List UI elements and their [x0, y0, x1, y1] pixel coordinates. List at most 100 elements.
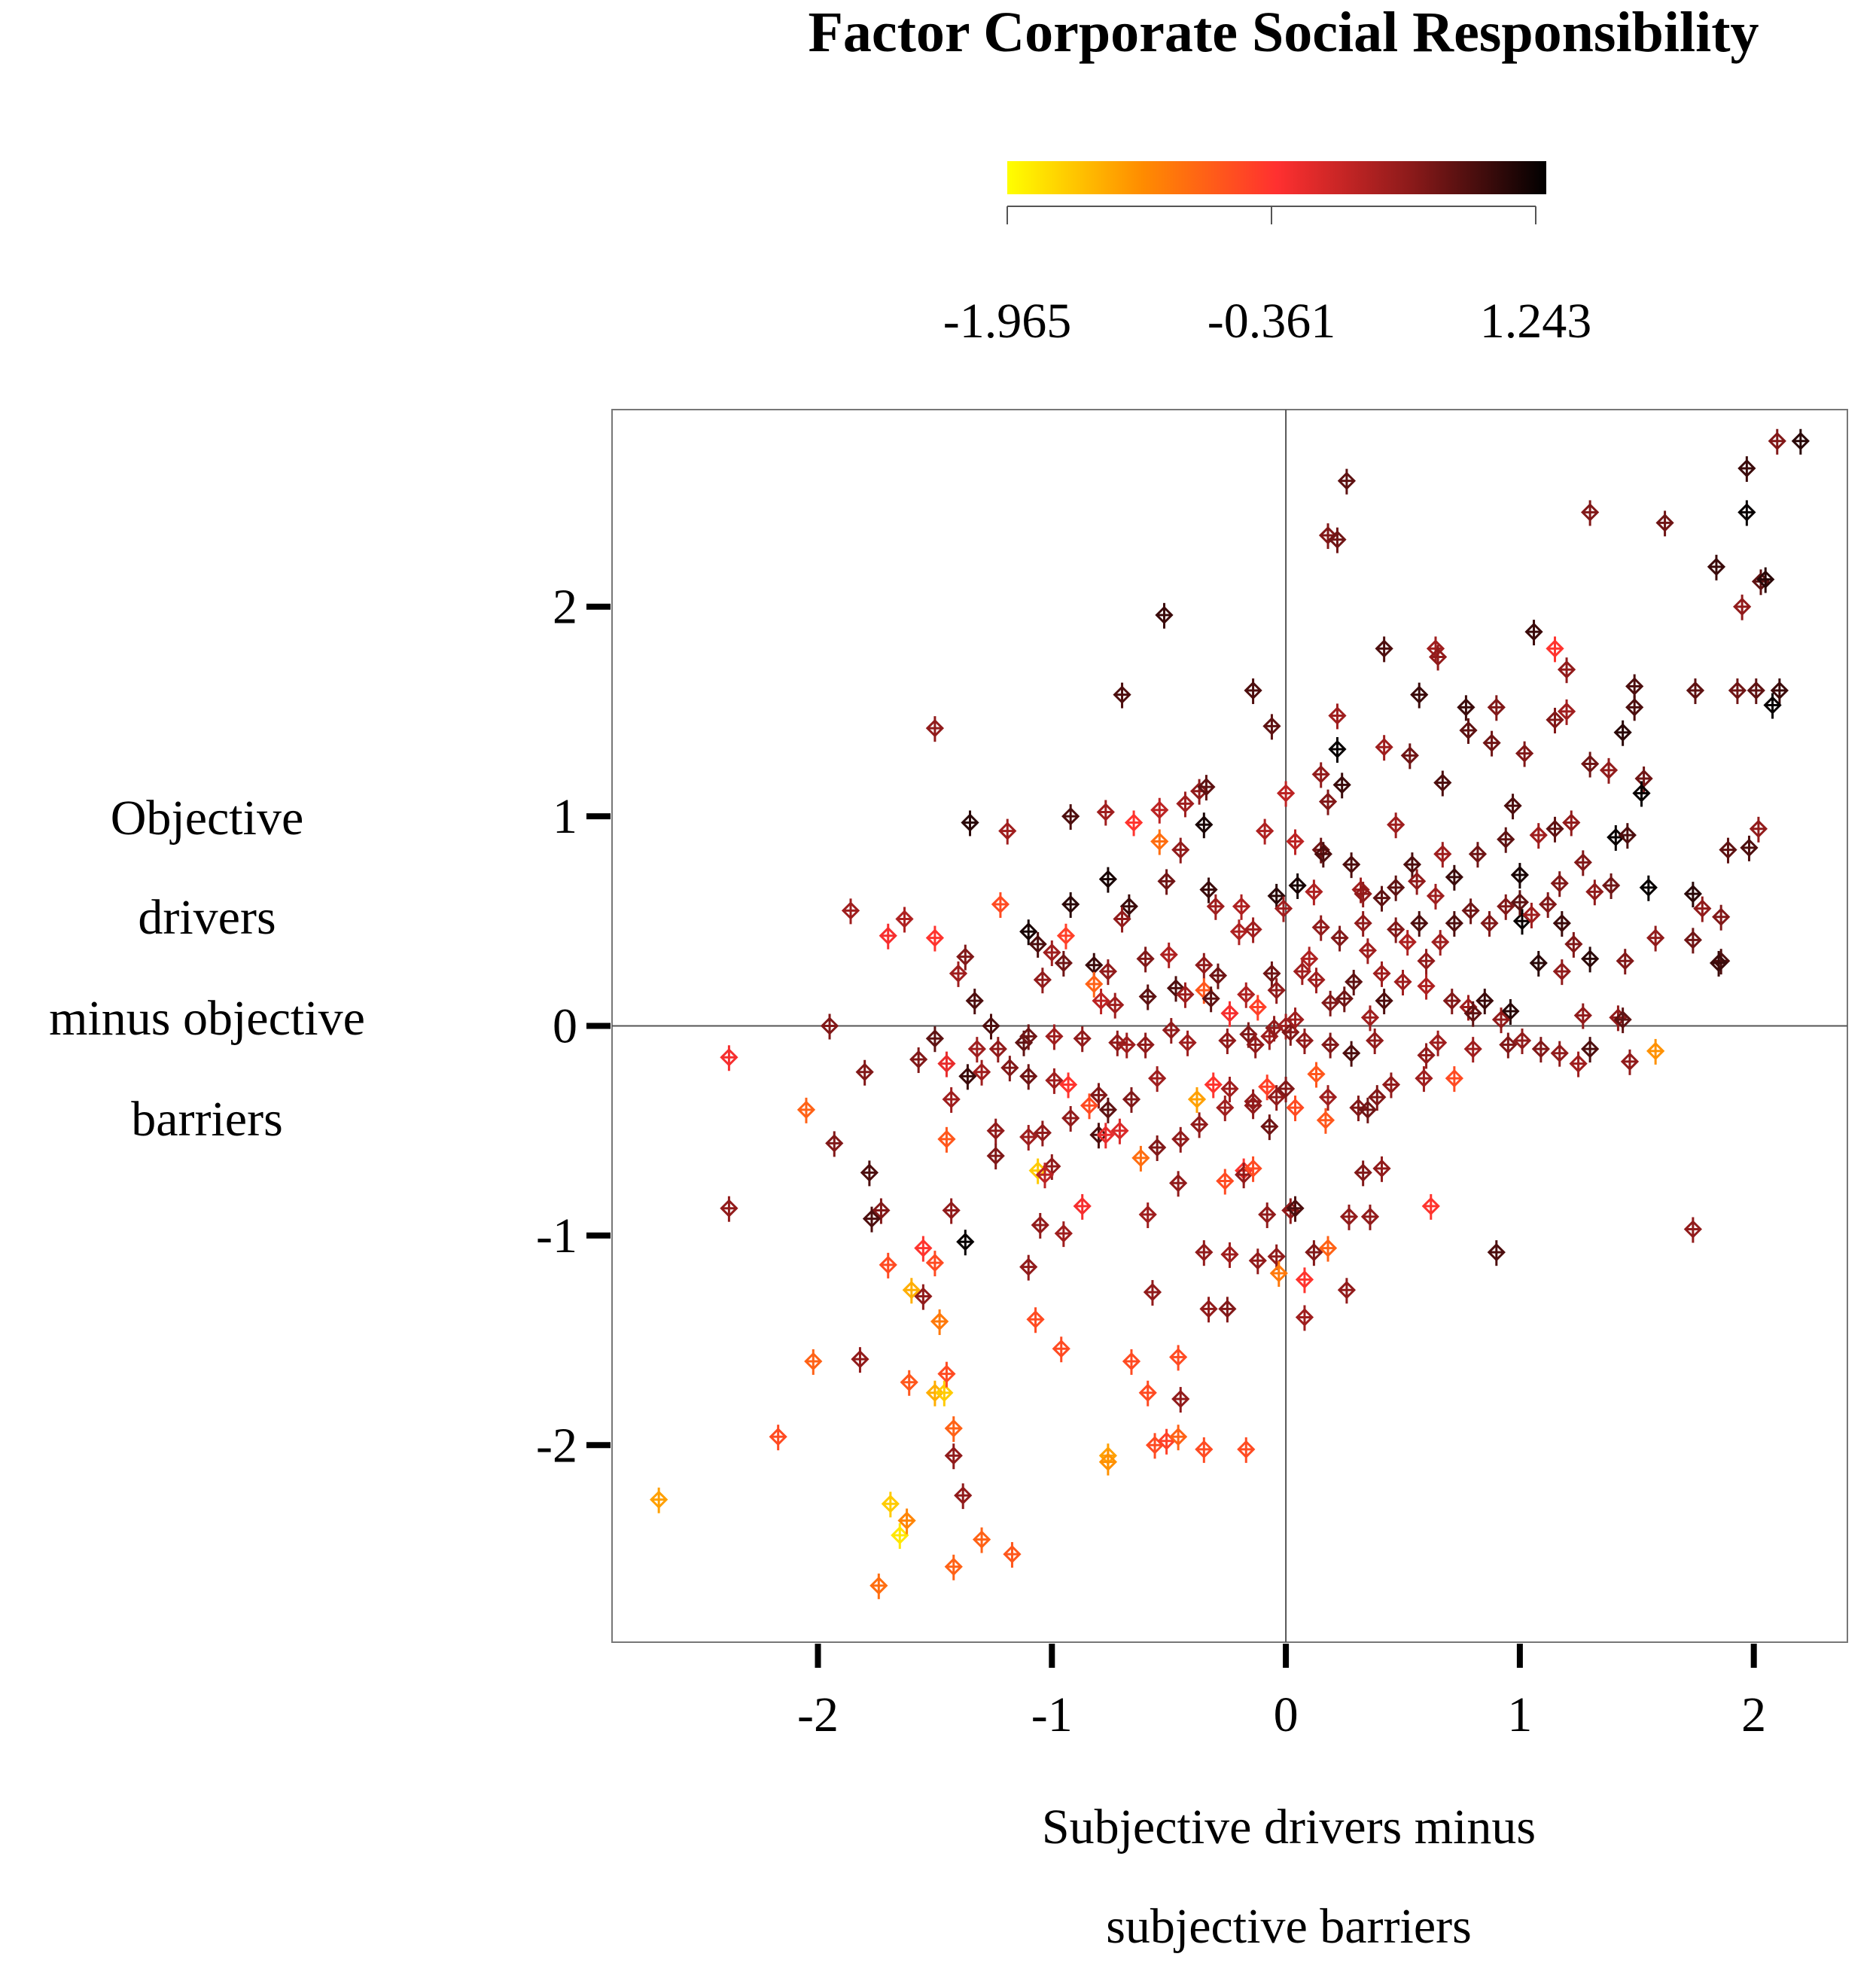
data-point — [930, 1309, 949, 1336]
data-point — [1550, 1041, 1569, 1067]
data-point — [944, 1443, 963, 1470]
data-point — [1195, 1437, 1214, 1463]
data-point — [1150, 829, 1169, 855]
data-point — [1337, 468, 1357, 495]
data-point — [1712, 904, 1731, 931]
data-point — [1061, 1105, 1080, 1132]
data-point — [1410, 911, 1429, 937]
data-point — [1620, 1049, 1640, 1075]
data-point — [1756, 567, 1775, 593]
data-point — [1562, 810, 1581, 837]
data-point — [1169, 1171, 1188, 1197]
data-point — [1733, 594, 1752, 620]
data-point — [986, 1144, 1005, 1170]
data-point — [1476, 989, 1494, 1015]
data-point — [1510, 863, 1530, 889]
data-point — [1318, 1236, 1338, 1262]
data-point — [1581, 946, 1600, 973]
data-point — [925, 1026, 945, 1053]
data-point — [1564, 931, 1583, 958]
data-point — [1372, 885, 1391, 912]
data-point — [1131, 1145, 1150, 1172]
data-point — [1026, 1307, 1045, 1333]
data-point — [841, 898, 860, 925]
data-point — [1428, 645, 1448, 671]
data-point — [1269, 1261, 1288, 1288]
data-point — [1220, 1242, 1239, 1268]
data-point — [1515, 741, 1534, 767]
data-point — [1098, 1449, 1118, 1476]
data-point — [972, 1527, 991, 1553]
data-point — [1557, 699, 1576, 725]
data-point — [1459, 718, 1478, 744]
data-point — [1709, 950, 1728, 977]
data-point — [1199, 877, 1218, 904]
data-point — [1463, 1001, 1482, 1027]
data-point — [1321, 1032, 1340, 1059]
data-point — [1375, 735, 1393, 761]
y-tick-label: -2 — [536, 1418, 577, 1473]
data-point — [1073, 1026, 1092, 1053]
x-axis-title-line-2: subjective barriers — [1106, 1899, 1472, 1954]
data-point — [1113, 907, 1131, 933]
data-point — [988, 1037, 1007, 1063]
data-point — [1499, 1032, 1518, 1059]
data-point — [1342, 1041, 1361, 1067]
x-axis-title-line-1: Subjective drivers minus — [1042, 1800, 1536, 1855]
data-point — [872, 1198, 891, 1224]
data-point — [1358, 938, 1377, 965]
data-point — [1707, 554, 1726, 581]
data-point — [1321, 990, 1340, 1016]
data-point — [1426, 883, 1445, 910]
data-point — [1220, 1077, 1239, 1103]
data-point — [1585, 879, 1604, 906]
data-point — [1360, 1204, 1380, 1230]
data-point — [1113, 682, 1131, 709]
data-point — [1461, 898, 1480, 925]
data-point — [1054, 950, 1073, 977]
data-point — [1122, 1349, 1141, 1375]
data-point — [1354, 1160, 1372, 1187]
data-point — [1229, 919, 1249, 946]
data-point — [1529, 823, 1548, 849]
data-point — [1019, 1064, 1038, 1090]
data-point — [1683, 1217, 1703, 1243]
data-point — [1316, 1108, 1335, 1134]
data-point — [1358, 1097, 1377, 1123]
data-point — [1431, 930, 1450, 956]
data-point — [1349, 1096, 1368, 1122]
data-point — [1398, 930, 1417, 956]
data-point — [1286, 829, 1305, 855]
data-point — [1417, 974, 1436, 1000]
data-point — [1061, 804, 1080, 831]
data-point — [1415, 1066, 1433, 1093]
data-point — [1019, 1125, 1038, 1151]
data-point — [1646, 925, 1665, 952]
data-point — [1618, 823, 1637, 849]
data-point — [1206, 894, 1225, 920]
data-point — [914, 1236, 933, 1262]
data-point — [1237, 1437, 1256, 1463]
data-point — [1098, 959, 1118, 986]
data-point — [1632, 781, 1651, 807]
data-point — [869, 1573, 888, 1599]
data-points — [650, 428, 1810, 1599]
data-point — [1262, 714, 1281, 740]
data-point — [1073, 1193, 1092, 1220]
data-point — [1003, 1542, 1022, 1568]
data-point — [1019, 1024, 1038, 1050]
data-point — [1337, 1278, 1357, 1304]
data-point — [1328, 527, 1347, 553]
data-point — [1138, 1202, 1157, 1229]
data-point — [1162, 1018, 1180, 1044]
data-point — [1258, 1074, 1277, 1101]
data-point — [1244, 1093, 1262, 1120]
data-point — [1019, 919, 1038, 946]
data-point — [1791, 428, 1810, 455]
data-point — [1683, 882, 1703, 908]
data-point — [720, 1196, 739, 1222]
data-point — [820, 1013, 839, 1040]
data-point — [1728, 678, 1747, 705]
data-point — [944, 1554, 963, 1580]
